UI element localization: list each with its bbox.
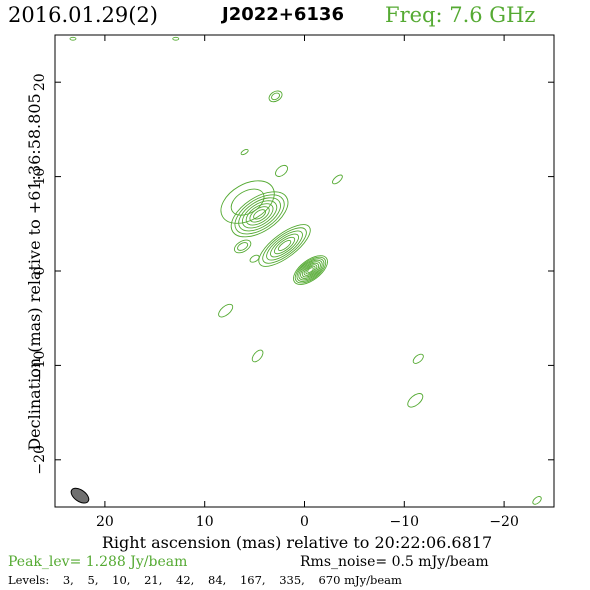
contour-island: [407, 393, 424, 408]
x-tick-label: 20: [96, 514, 114, 530]
contour-island: [237, 242, 249, 251]
contour-jet-inner: [262, 227, 307, 264]
contour-knot: [245, 203, 274, 226]
level-value: 5,: [87, 573, 99, 587]
contour-halo: [230, 188, 265, 216]
contour-jet-inner: [258, 224, 311, 267]
contour-knot: [234, 194, 285, 235]
contour-island: [275, 164, 289, 177]
rms-noise: Rms_noise= 0.5 mJy/beam: [300, 554, 489, 570]
contour-island: [251, 349, 264, 363]
contour-island: [532, 496, 542, 505]
contour-core: [293, 255, 328, 285]
level-value: 335,: [279, 573, 305, 587]
level-value: 21,: [144, 573, 163, 587]
level-value: 167,: [239, 573, 266, 587]
y-axis-label: Declination (mas) relative to +61:36:58.…: [25, 93, 44, 450]
level-value: 84,: [208, 573, 227, 587]
x-tick-label: −10: [390, 514, 420, 530]
contour-core: [307, 267, 314, 273]
y-tick-label: −20: [32, 445, 48, 475]
contour-island: [271, 92, 281, 101]
contour-island: [268, 90, 283, 103]
contour-layer: [69, 36, 542, 505]
level-value: 10,: [112, 573, 131, 587]
y-tick-label: 0: [32, 267, 48, 276]
level-value: 3,: [62, 573, 74, 587]
y-tick-label: 10: [32, 168, 48, 186]
y-tick-label: −10: [32, 351, 48, 381]
contour-island: [412, 353, 424, 364]
contour-halo: [220, 180, 275, 224]
contour-jet-inner: [277, 240, 292, 252]
contour-core: [301, 262, 320, 278]
contour-core: [303, 264, 318, 276]
contour-island: [172, 36, 180, 41]
axis-ticks: [55, 35, 554, 507]
contour-core: [298, 259, 323, 281]
contour-island: [332, 174, 343, 185]
contour-jet-inner: [266, 230, 303, 261]
contour-island: [249, 254, 260, 263]
source-name: J2022+6136: [222, 4, 344, 25]
level-value: 42,: [176, 573, 195, 587]
contour-core: [294, 256, 327, 284]
contour-jet-inner: [273, 236, 296, 255]
contour-jet-inner: [270, 233, 300, 258]
contour-core: [300, 261, 321, 279]
x-tick-labels: 20 10 0 −10 −20: [96, 514, 519, 530]
level-value: 670 mJy/beam: [318, 573, 402, 587]
frequency-label: Freq: 7.6 GHz: [385, 3, 536, 27]
y-tick-labels: 20 10 0 −10 −20: [32, 73, 48, 474]
contour-core: [296, 258, 325, 282]
contour-levels: Levels: 3, 5, 10, 21, 42, 84, 167, 335, …: [8, 572, 402, 588]
contour-knot: [238, 197, 281, 232]
epoch-date: 2016.01.29(2): [8, 3, 158, 27]
contour-knot: [241, 200, 278, 229]
contour-knot: [230, 191, 289, 238]
beam-ellipse: [70, 487, 90, 504]
contour-island: [69, 36, 77, 41]
contour-core: [305, 265, 316, 275]
beam-layer: [70, 487, 90, 504]
contour-island: [233, 239, 252, 254]
x-tick-label: −20: [489, 514, 519, 530]
contour-island: [240, 149, 249, 156]
peak-level: Peak_lev= 1.288 Jy/beam: [8, 554, 188, 570]
contour-island: [218, 303, 234, 318]
x-tick-label: 0: [300, 514, 309, 530]
x-tick-label: 10: [196, 514, 214, 530]
levels-label: Levels:: [8, 573, 50, 587]
y-tick-label: 20: [32, 73, 48, 91]
x-axis-label: Right ascension (mas) relative to 20:22:…: [102, 533, 492, 552]
